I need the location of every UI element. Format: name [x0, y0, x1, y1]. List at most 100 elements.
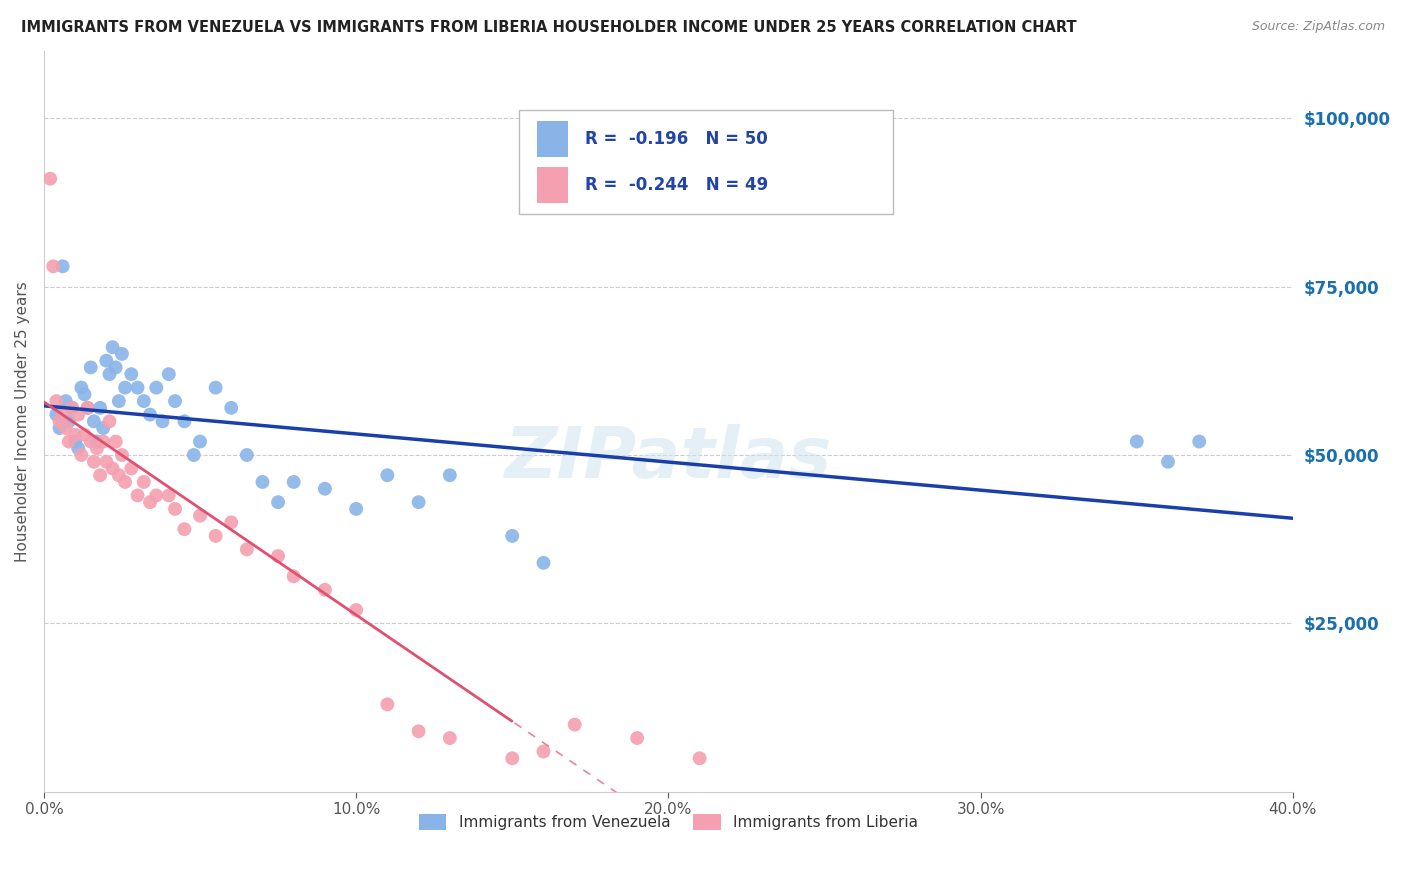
Point	[157, 367, 180, 381]
Point	[83, 414, 105, 428]
Point	[1188, 434, 1211, 449]
Point	[91, 434, 114, 449]
Text: Source: ZipAtlas.com: Source: ZipAtlas.com	[1251, 20, 1385, 33]
Point	[501, 529, 523, 543]
Point	[58, 414, 80, 428]
Point	[689, 751, 711, 765]
Point	[73, 427, 96, 442]
Point	[96, 353, 118, 368]
Bar	[537, 121, 568, 157]
Y-axis label: Householder Income Under 25 years: Householder Income Under 25 years	[15, 281, 30, 562]
Point	[145, 381, 167, 395]
Point	[73, 387, 96, 401]
Point	[120, 367, 142, 381]
Point	[183, 448, 205, 462]
Point	[48, 421, 70, 435]
Bar	[537, 167, 568, 202]
Point	[55, 394, 77, 409]
Point	[60, 401, 83, 415]
Point	[236, 448, 259, 462]
Point	[101, 340, 124, 354]
Point	[89, 468, 111, 483]
Point	[80, 434, 103, 449]
Point	[173, 522, 195, 536]
Point	[626, 731, 648, 745]
Point	[267, 495, 290, 509]
Point	[45, 394, 67, 409]
Point	[252, 475, 274, 489]
Point	[377, 468, 399, 483]
Point	[139, 495, 162, 509]
Point	[52, 408, 75, 422]
Point	[91, 421, 114, 435]
Point	[377, 698, 399, 712]
Point	[111, 448, 134, 462]
Point	[314, 482, 336, 496]
Point	[98, 414, 121, 428]
Point	[58, 434, 80, 449]
Point	[219, 401, 242, 415]
Point	[163, 394, 186, 409]
Point	[127, 381, 149, 395]
Point	[67, 442, 90, 456]
Point	[111, 347, 134, 361]
Point	[204, 381, 226, 395]
Text: R =  -0.244   N = 49: R = -0.244 N = 49	[585, 176, 768, 194]
Point	[283, 475, 305, 489]
Point	[104, 434, 127, 449]
Point	[145, 488, 167, 502]
Point	[163, 502, 186, 516]
Point	[127, 488, 149, 502]
Point	[104, 360, 127, 375]
Point	[314, 582, 336, 597]
Point	[501, 751, 523, 765]
Point	[120, 461, 142, 475]
Point	[52, 260, 75, 274]
Point	[283, 569, 305, 583]
Point	[108, 468, 131, 483]
Point	[408, 724, 430, 739]
Point	[86, 434, 108, 449]
Point	[76, 401, 98, 415]
Point	[344, 502, 367, 516]
Point	[96, 455, 118, 469]
Point	[55, 421, 77, 435]
Point	[533, 745, 555, 759]
Point	[89, 401, 111, 415]
Point	[80, 360, 103, 375]
Point	[139, 408, 162, 422]
Point	[188, 434, 211, 449]
Point	[344, 603, 367, 617]
Point	[132, 475, 155, 489]
Point	[439, 468, 461, 483]
Point	[63, 427, 86, 442]
Point	[42, 260, 65, 274]
Text: R =  -0.196   N = 50: R = -0.196 N = 50	[585, 130, 768, 148]
Point	[83, 455, 105, 469]
Legend: Immigrants from Venezuela, Immigrants from Liberia: Immigrants from Venezuela, Immigrants fr…	[413, 808, 924, 836]
Point	[67, 408, 90, 422]
Point	[408, 495, 430, 509]
Point	[108, 394, 131, 409]
FancyBboxPatch shape	[519, 110, 893, 214]
Point	[204, 529, 226, 543]
Point	[236, 542, 259, 557]
Point	[1126, 434, 1149, 449]
Point	[1157, 455, 1180, 469]
Point	[533, 556, 555, 570]
Point	[70, 381, 93, 395]
Point	[564, 717, 586, 731]
Point	[86, 442, 108, 456]
Point	[76, 401, 98, 415]
Point	[70, 448, 93, 462]
Point	[101, 461, 124, 475]
Point	[39, 171, 62, 186]
Point	[114, 475, 136, 489]
Point	[188, 508, 211, 523]
Point	[157, 488, 180, 502]
Text: IMMIGRANTS FROM VENEZUELA VS IMMIGRANTS FROM LIBERIA HOUSEHOLDER INCOME UNDER 25: IMMIGRANTS FROM VENEZUELA VS IMMIGRANTS …	[21, 20, 1077, 35]
Point	[63, 434, 86, 449]
Point	[60, 401, 83, 415]
Point	[152, 414, 174, 428]
Point	[45, 408, 67, 422]
